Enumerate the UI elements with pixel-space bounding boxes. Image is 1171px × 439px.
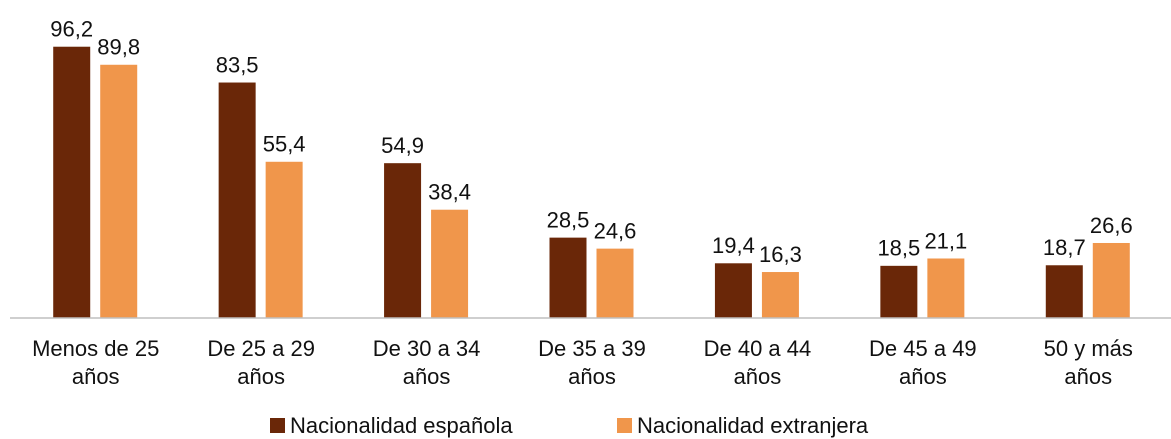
- bar: [1092, 242, 1130, 318]
- x-tick-label: Menos de 25: [32, 336, 159, 361]
- bar: [265, 161, 303, 318]
- bar: [596, 248, 634, 318]
- bar: [927, 258, 965, 318]
- bar: [218, 82, 256, 318]
- x-tick-label: años: [568, 364, 616, 389]
- value-label: 83,5: [216, 52, 259, 77]
- value-label: 18,5: [877, 236, 920, 261]
- legend-label: Nacionalidad extranjera: [637, 413, 869, 438]
- bar: [549, 237, 587, 318]
- value-label: 54,9: [381, 133, 424, 158]
- bar: [880, 265, 918, 318]
- value-label: 26,6: [1090, 213, 1133, 238]
- value-label: 89,8: [97, 35, 140, 60]
- x-tick-label: De 25 a 29: [207, 336, 315, 361]
- value-label: 18,7: [1043, 235, 1086, 260]
- bar: [714, 263, 752, 318]
- value-label: 28,5: [547, 207, 590, 232]
- value-label: 55,4: [263, 132, 306, 157]
- x-tick-label: De 30 a 34: [373, 336, 481, 361]
- bar: [53, 46, 91, 318]
- bar: [431, 209, 469, 318]
- bar: [384, 163, 422, 318]
- legend-swatch: [270, 418, 285, 433]
- legend-swatch: [617, 418, 632, 433]
- x-tick-label: De 35 a 39: [538, 336, 646, 361]
- x-tick-label: años: [1064, 364, 1112, 389]
- x-tick-label: años: [237, 364, 285, 389]
- value-label: 16,3: [759, 242, 802, 267]
- bar: [100, 64, 138, 318]
- x-tick-label: años: [734, 364, 782, 389]
- value-label: 19,4: [712, 233, 755, 258]
- value-label: 24,6: [594, 218, 637, 243]
- value-label: 21,1: [924, 228, 967, 253]
- bar: [1045, 265, 1083, 318]
- x-tick-label: años: [72, 364, 120, 389]
- legend-label: Nacionalidad española: [290, 413, 513, 438]
- value-label: 38,4: [428, 180, 471, 205]
- x-tick-label: 50 y más: [1044, 336, 1133, 361]
- x-tick-label: años: [899, 364, 947, 389]
- x-tick-label: años: [403, 364, 451, 389]
- x-tick-label: De 45 a 49: [869, 336, 977, 361]
- bar: [761, 272, 799, 318]
- value-label: 96,2: [50, 17, 93, 42]
- x-tick-label: De 40 a 44: [704, 336, 812, 361]
